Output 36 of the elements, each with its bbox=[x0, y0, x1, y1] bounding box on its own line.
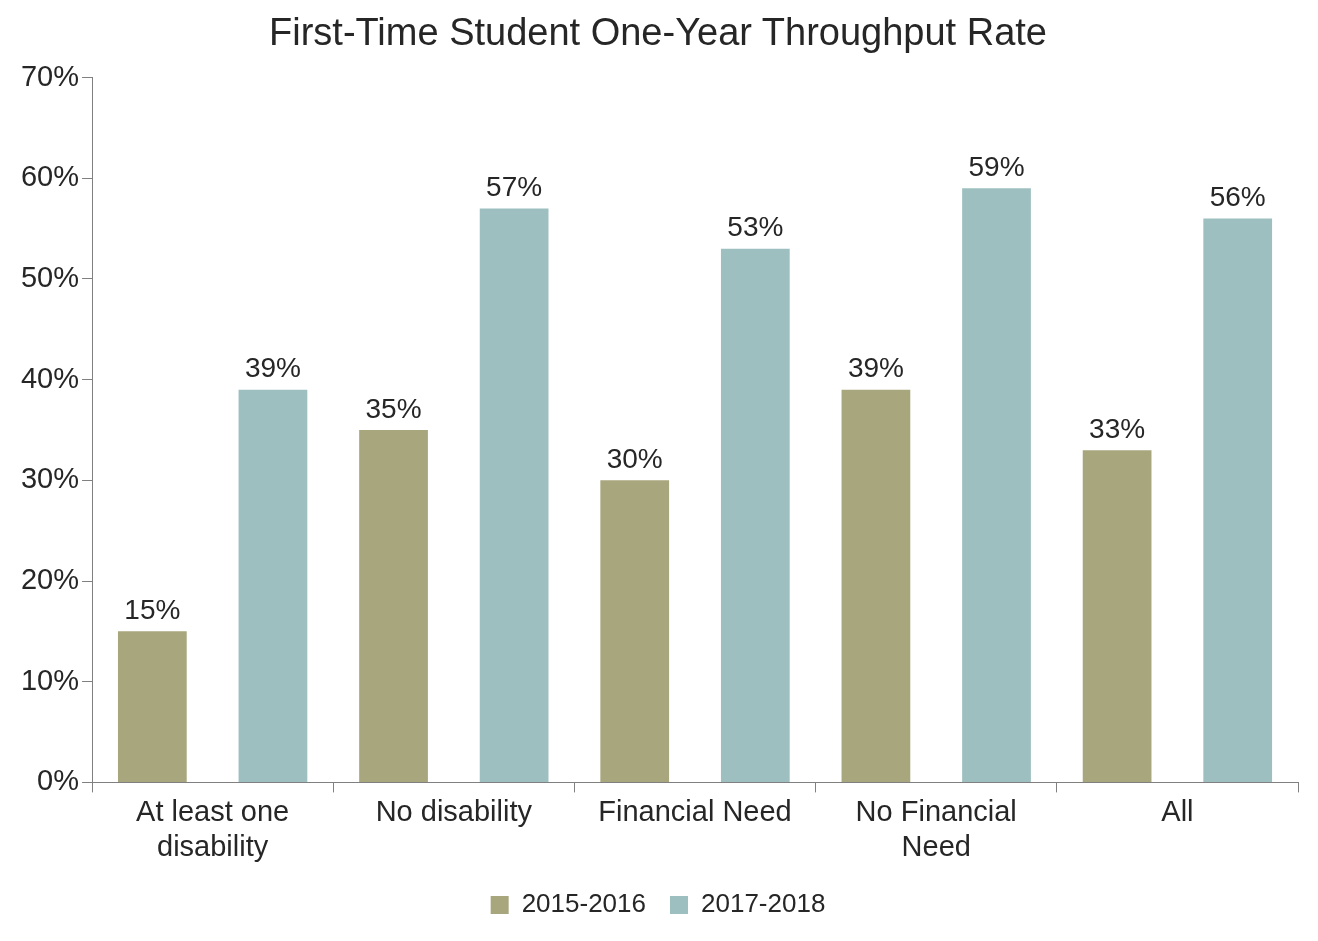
data-label: 39% bbox=[847, 352, 904, 384]
data-label: 56% bbox=[1209, 181, 1266, 213]
bar bbox=[962, 188, 1031, 782]
y-tick-label: 20% bbox=[21, 563, 80, 596]
chart-title: First-Time Student One-Year Throughput Rate bbox=[269, 11, 1047, 54]
y-tick-label: 40% bbox=[21, 361, 80, 394]
x-tick-label: All bbox=[1161, 794, 1194, 827]
legend-label: 2017-2018 bbox=[701, 888, 826, 919]
data-label: 53% bbox=[727, 211, 784, 243]
x-tick-label: Financial Need bbox=[598, 794, 792, 827]
bar bbox=[479, 208, 549, 782]
bar bbox=[238, 389, 308, 782]
bar bbox=[117, 631, 187, 782]
data-label: 59% bbox=[968, 151, 1025, 183]
y-tick-label: 70% bbox=[21, 59, 80, 92]
y-tick-label: 60% bbox=[21, 160, 80, 193]
data-label: 15% bbox=[124, 594, 181, 626]
bar bbox=[1082, 450, 1152, 782]
x-tick-label: At least one disability bbox=[136, 794, 290, 862]
bar bbox=[359, 430, 428, 782]
bar bbox=[1203, 218, 1273, 782]
data-label: 30% bbox=[606, 443, 663, 475]
data-label: 33% bbox=[1089, 412, 1146, 444]
y-tick-label: 10% bbox=[21, 663, 80, 696]
y-tick-label: 0% bbox=[37, 764, 80, 797]
bar bbox=[841, 389, 911, 782]
data-label: 57% bbox=[486, 171, 543, 203]
data-label: 39% bbox=[244, 352, 301, 384]
data-label: 35% bbox=[365, 392, 422, 424]
bar bbox=[720, 248, 790, 782]
legend-label: 2015-2016 bbox=[521, 888, 647, 919]
y-tick-label: 50% bbox=[21, 260, 80, 293]
y-tick-label: 30% bbox=[21, 462, 80, 495]
bar bbox=[600, 480, 670, 782]
x-tick-label: No Financial Need bbox=[855, 794, 1017, 862]
x-tick-label: No disability bbox=[375, 794, 533, 827]
